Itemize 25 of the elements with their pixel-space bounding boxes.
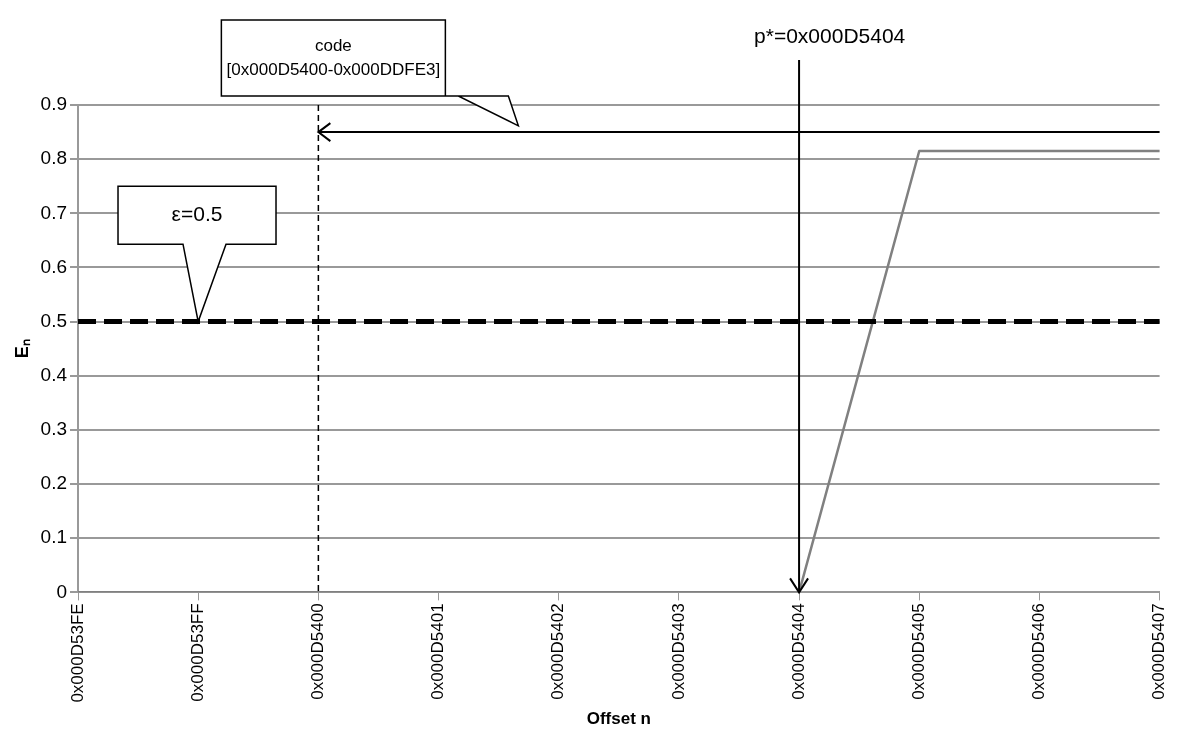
x-axis-title: Offset n: [586, 709, 651, 729]
x-tick-label: 0x000D5400: [308, 603, 328, 700]
x-tick-label: 0x000D5404: [788, 603, 808, 700]
x-tick-label: 0x000D53FF: [187, 603, 207, 702]
x-tick-label: 0x000D5402: [548, 603, 568, 700]
y-tick-label: 0.6: [40, 255, 68, 277]
x-tick-label: 0x000D5406: [1029, 603, 1049, 700]
ref-line-label: ε=0.5: [171, 202, 223, 226]
y-tick-label: 0.3: [40, 418, 68, 440]
y-tick-label: 0.9: [40, 93, 68, 115]
x-tick-label: 0x000D5407: [1149, 603, 1169, 700]
x-tick-label: 0x000D5401: [428, 603, 448, 700]
annotation: p*=0x000D5404: [754, 23, 906, 47]
y-tick-label: 0.5: [40, 309, 68, 331]
y-tick-label: 0.7: [40, 201, 68, 223]
y-tick-label: 0.1: [40, 526, 68, 548]
x-tick-label: 0x000D5403: [668, 603, 688, 700]
y-tick-label: 0.8: [40, 147, 68, 169]
y-tick-label: 0: [56, 580, 68, 602]
y-tick-label: 0.4: [40, 364, 68, 385]
y-tick-label: 0.2: [40, 472, 68, 494]
y-axis-title: Eₙ: [11, 339, 32, 359]
x-tick-label: 0x000D5405: [908, 603, 928, 700]
text: code [0x000D5400-0x000DDFE3]: [226, 35, 441, 79]
x-tick-label: 0x000D53FE: [67, 603, 87, 703]
